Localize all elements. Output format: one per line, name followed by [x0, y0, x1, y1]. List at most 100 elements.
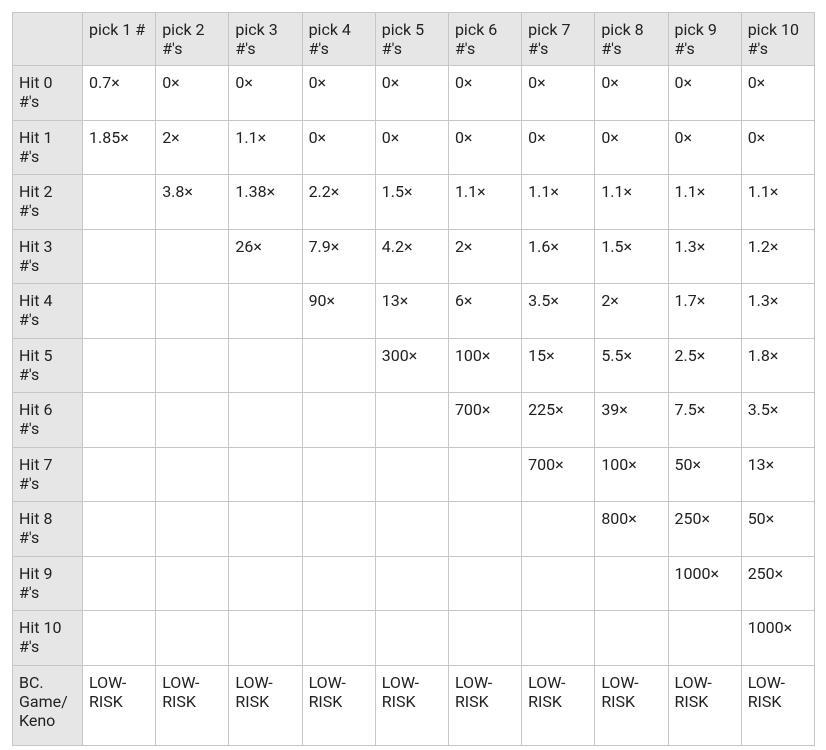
empty-cell: [228, 555, 303, 611]
empty-cell: [521, 501, 596, 557]
multiplier-cell: 6×: [447, 283, 523, 339]
multiplier-cell: LOW-RISK: [81, 664, 157, 746]
multiplier-cell: 5.5×: [594, 337, 669, 393]
multiplier-cell: 2×: [155, 119, 230, 175]
multiplier-cell: 1000×: [667, 555, 742, 611]
empty-cell: [155, 392, 230, 448]
multiplier-cell: 1.3×: [740, 283, 816, 339]
multiplier-cell: 0×: [301, 119, 376, 175]
table-row: Hit 9 #'s 1000× 250×: [12, 555, 816, 611]
multiplier-cell: 0×: [740, 119, 816, 175]
row-label: Hit 7 #'s: [12, 446, 83, 502]
empty-cell: [228, 501, 303, 557]
empty-cell: [447, 610, 523, 666]
multiplier-cell: 0×: [594, 119, 669, 175]
row-label: Hit 6 #'s: [12, 392, 83, 448]
empty-cell: [155, 228, 230, 284]
empty-cell: [81, 555, 157, 611]
multiplier-cell: 1.1×: [228, 119, 303, 175]
column-header: pick 1 #: [81, 12, 157, 66]
multiplier-cell: 2.5×: [667, 337, 742, 393]
empty-cell: [594, 610, 669, 666]
multiplier-cell: 0×: [594, 65, 669, 121]
empty-cell: [228, 392, 303, 448]
multiplier-cell: 1.38×: [228, 174, 303, 230]
multiplier-cell: 1.2×: [740, 228, 816, 284]
table-row: Hit 3 #'s 26× 7.9× 4.2× 2× 1.6× 1.5× 1.3× 1.2×: [12, 228, 816, 284]
multiplier-cell: LOW-RISK: [594, 664, 669, 746]
table-row: Hit 10 #'s 1000×: [12, 610, 816, 666]
row-label: Hit 5 #'s: [12, 337, 83, 393]
empty-cell: [81, 283, 157, 339]
column-header: pick 6 #'s: [447, 12, 523, 66]
column-header: pick 3 #'s: [228, 12, 303, 66]
table-row: BC. Game/ Keno LOW-RISK LOW-RISK LOW-RISK LO…: [12, 664, 816, 746]
column-header: pick 4 #'s: [301, 12, 376, 66]
multiplier-cell: LOW-RISK: [667, 664, 742, 746]
row-label: Hit 9 #'s: [12, 555, 83, 611]
empty-cell: [374, 446, 449, 502]
multiplier-cell: 13×: [740, 446, 816, 502]
column-header: pick 7 #'s: [521, 12, 596, 66]
multiplier-cell: 0×: [521, 65, 596, 121]
row-label: Hit 2 #'s: [12, 174, 83, 230]
empty-cell: [228, 283, 303, 339]
row-label: BC. Game/ Keno: [12, 664, 83, 746]
column-header: pick 10 #'s: [740, 12, 816, 66]
table-row: Hit 1 #'s 1.85× 2× 1.1× 0× 0× 0× 0× 0× 0× 0×: [12, 119, 816, 175]
multiplier-cell: 250×: [740, 555, 816, 611]
empty-cell: [594, 555, 669, 611]
empty-cell: [301, 555, 376, 611]
multiplier-cell: 0×: [667, 65, 742, 121]
multiplier-cell: 1.1×: [521, 174, 596, 230]
multiplier-cell: 50×: [667, 446, 742, 502]
multiplier-cell: 1.1×: [447, 174, 523, 230]
multiplier-cell: 3.8×: [155, 174, 230, 230]
multiplier-cell: 1.7×: [667, 283, 742, 339]
multiplier-cell: 2.2×: [301, 174, 376, 230]
row-label: Hit 10 #'s: [12, 610, 83, 666]
row-label: Hit 3 #'s: [12, 228, 83, 284]
multiplier-cell: LOW-RISK: [155, 664, 230, 746]
empty-cell: [301, 610, 376, 666]
multiplier-cell: 0×: [521, 119, 596, 175]
empty-cell: [374, 610, 449, 666]
empty-cell: [81, 501, 157, 557]
multiplier-cell: 15×: [521, 337, 596, 393]
multiplier-cell: 1.6×: [521, 228, 596, 284]
empty-cell: [155, 610, 230, 666]
empty-cell: [81, 228, 157, 284]
empty-cell: [374, 392, 449, 448]
row-label: Hit 0 #'s: [12, 65, 83, 121]
column-header: pick 5 #'s: [374, 12, 449, 66]
multiplier-cell: 225×: [521, 392, 596, 448]
multiplier-cell: 0×: [667, 119, 742, 175]
table-row: Hit 4 #'s 90× 13× 6× 3.5× 2× 1.7× 1.3×: [12, 283, 816, 339]
empty-cell: [228, 446, 303, 502]
multiplier-cell: 39×: [594, 392, 669, 448]
empty-cell: [155, 501, 230, 557]
empty-cell: [447, 446, 523, 502]
multiplier-cell: 250×: [667, 501, 742, 557]
table-row: Hit 8 #'s 800× 250× 50×: [12, 501, 816, 557]
multiplier-cell: 100×: [447, 337, 523, 393]
multiplier-cell: 1.1×: [667, 174, 742, 230]
empty-cell: [447, 555, 523, 611]
multiplier-cell: 7.5×: [667, 392, 742, 448]
multiplier-cell: 1.85×: [81, 119, 157, 175]
row-label: Hit 8 #'s: [12, 501, 83, 557]
empty-cell: [81, 337, 157, 393]
empty-cell: [155, 283, 230, 339]
multiplier-cell: LOW-RISK: [374, 664, 449, 746]
row-label: Hit 4 #'s: [12, 283, 83, 339]
table-row: Hit 0 #'s 0.7× 0× 0× 0× 0× 0× 0× 0× 0× 0×: [12, 65, 816, 121]
multiplier-cell: 1.8×: [740, 337, 816, 393]
multiplier-cell: 2×: [447, 228, 523, 284]
empty-cell: [301, 392, 376, 448]
empty-cell: [155, 446, 230, 502]
multiplier-cell: LOW-RISK: [740, 664, 816, 746]
table-row: Hit 6 #'s 700× 225× 39× 7.5× 3.5×: [12, 392, 816, 448]
empty-cell: [447, 501, 523, 557]
multiplier-cell: 90×: [301, 283, 376, 339]
